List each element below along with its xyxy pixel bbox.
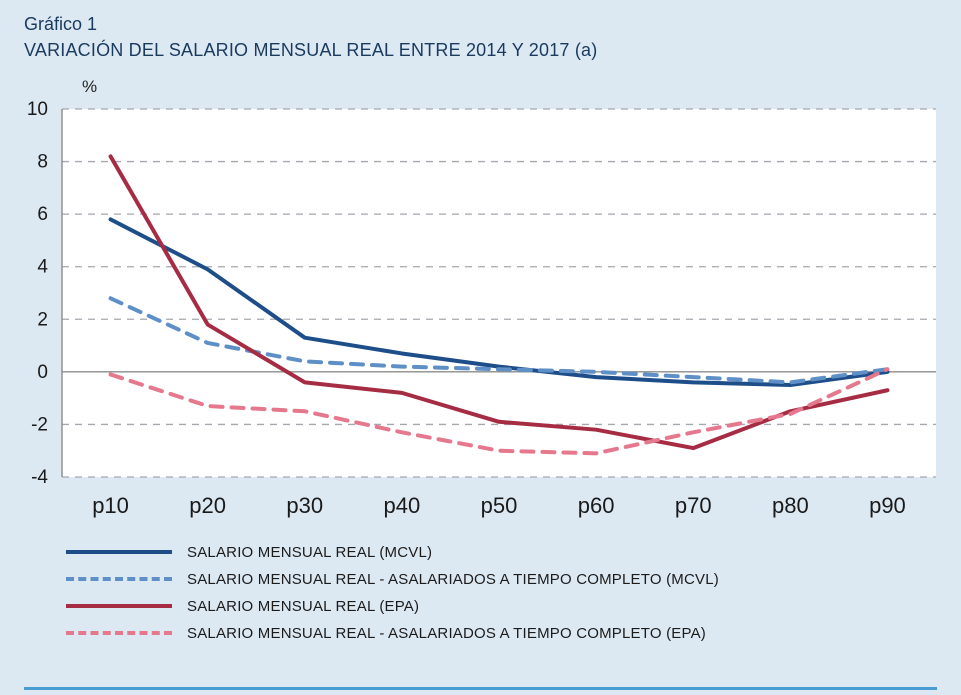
legend-swatch-mcvl-solid <box>66 550 172 555</box>
legend-label-epa: SALARIO MENSUAL REAL (EPA) <box>187 597 420 615</box>
legend-item-mcvl: SALARIO MENSUAL REAL (MCVL) <box>66 539 961 566</box>
figure-title: VARIACIÓN DEL SALARIO MENSUAL REAL ENTRE… <box>24 40 598 61</box>
svg-text:10: 10 <box>27 99 48 120</box>
legend-label-mcvl-fulltime: SALARIO MENSUAL REAL - ASALARIADOS A TIE… <box>187 570 719 588</box>
bottom-rule <box>24 687 937 690</box>
svg-text:2: 2 <box>37 309 48 330</box>
legend-label-epa-fulltime: SALARIO MENSUAL REAL - ASALARIADOS A TIE… <box>187 624 706 642</box>
legend-swatch-mcvl-dashed <box>66 577 172 582</box>
y-axis-unit-label: % <box>82 76 98 96</box>
legend-item-epa-fulltime: SALARIO MENSUAL REAL - ASALARIADOS A TIE… <box>66 620 961 647</box>
svg-text:p70: p70 <box>675 493 712 518</box>
svg-text:0: 0 <box>37 362 48 383</box>
svg-text:-2: -2 <box>31 414 48 435</box>
legend-item-epa: SALARIO MENSUAL REAL (EPA) <box>66 593 961 620</box>
svg-text:p10: p10 <box>92 493 129 518</box>
legend-label-mcvl: SALARIO MENSUAL REAL (MCVL) <box>187 543 433 561</box>
svg-text:p80: p80 <box>772 493 809 518</box>
legend-swatch-epa-dashed <box>66 631 172 636</box>
svg-text:p40: p40 <box>384 493 421 518</box>
legend-item-mcvl-fulltime: SALARIO MENSUAL REAL - ASALARIADOS A TIE… <box>66 566 961 593</box>
svg-text:p20: p20 <box>189 493 226 518</box>
svg-text:-4: -4 <box>31 467 48 488</box>
svg-text:p50: p50 <box>481 493 518 518</box>
svg-text:p60: p60 <box>578 493 615 518</box>
svg-text:p30: p30 <box>286 493 323 518</box>
chart-legend: SALARIO MENSUAL REAL (MCVL) SALARIO MENS… <box>66 539 961 647</box>
svg-text:4: 4 <box>37 256 48 277</box>
svg-text:6: 6 <box>37 204 48 225</box>
figure-header: Gráfico 1 VARIACIÓN DEL SALARIO MENSUAL … <box>0 0 961 63</box>
figure-number: Gráfico 1 <box>24 14 98 34</box>
legend-swatch-epa-solid <box>66 604 172 609</box>
svg-text:8: 8 <box>37 151 48 172</box>
salary-variation-line-chart: 10 8 6 4 2 0 -2 -4 p10 p20 p30 p40 p50 p60 p70 p80 p90 <box>27 99 936 518</box>
svg-text:p90: p90 <box>869 493 906 518</box>
